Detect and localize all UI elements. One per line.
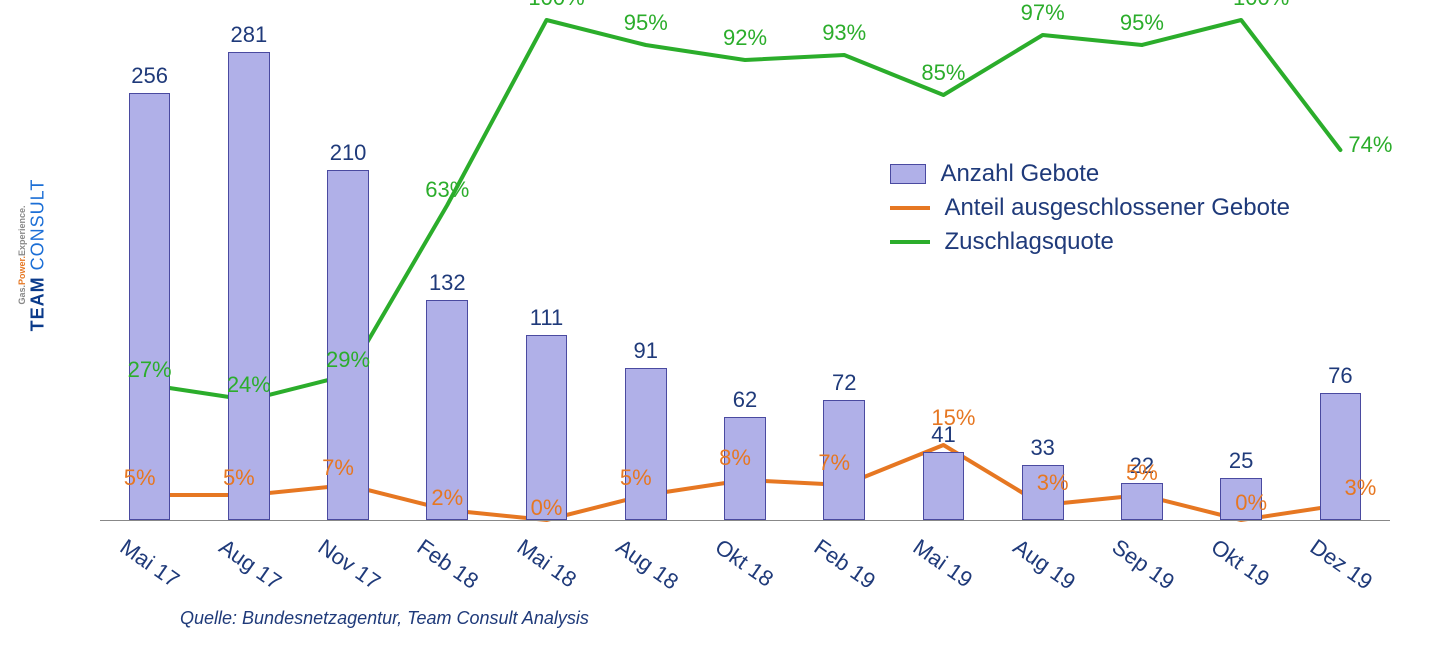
logo: TEAM CONSULT Gas.Power.Experience. — [8, 140, 68, 370]
bar-value-label: 111 — [530, 305, 563, 331]
bar-value-label: 281 — [230, 22, 267, 48]
orange-pct-label: 0% — [1235, 490, 1267, 516]
green-pct-label: 85% — [921, 60, 965, 86]
bar — [228, 52, 270, 520]
bar — [1121, 483, 1163, 520]
legend-swatch-green — [890, 240, 930, 244]
legend-label: Zuschlagsquote — [944, 228, 1113, 256]
orange-pct-label: 5% — [620, 465, 652, 491]
x-axis-label: Okt 19 — [1206, 534, 1274, 592]
x-axis-label: Aug 19 — [1008, 534, 1080, 595]
green-pct-label: 63% — [425, 177, 469, 203]
x-axis-label: Okt 18 — [710, 534, 778, 592]
legend-item-bars: Anzahl Gebote — [890, 160, 1290, 188]
bar-value-label: 210 — [330, 140, 367, 166]
bar-value-label: 76 — [1328, 363, 1352, 389]
logo-sub: Gas.Power.Experience. — [17, 205, 27, 304]
legend-label: Anteil ausgeschlossener Gebote — [944, 194, 1290, 222]
source-text: Quelle: Bundesnetzagentur, Team Consult … — [180, 608, 589, 629]
green-pct-label: 92% — [723, 25, 767, 51]
bar — [526, 335, 568, 520]
orange-pct-label: 7% — [818, 450, 850, 476]
green-pct-label: 74% — [1348, 132, 1392, 158]
legend-item-green: Zuschlagsquote — [890, 228, 1290, 256]
green-pct-label: 97% — [1021, 0, 1065, 26]
x-axis-label: Mai 18 — [512, 534, 581, 593]
logo-exp: Experience. — [17, 205, 27, 256]
x-axis-label: Nov 17 — [313, 534, 385, 595]
legend-swatch-bar — [890, 164, 926, 184]
bar — [625, 368, 667, 520]
chart-container: 256 Mai 17 281 Aug 17 210 Nov 17 132 Feb 18 111 M… — [80, 0, 1410, 647]
orange-pct-label: 3% — [1037, 470, 1069, 496]
legend-swatch-orange — [890, 206, 930, 210]
green-pct-label: 100% — [528, 0, 584, 11]
orange-pct-label: 2% — [431, 485, 463, 511]
legend-item-orange: Anteil ausgeschlossener Gebote — [890, 194, 1290, 222]
orange-pct-label: 5% — [1126, 460, 1158, 486]
bar-value-label: 91 — [634, 338, 658, 364]
logo-team: TEAM — [28, 270, 48, 331]
legend: Anzahl Gebote Anteil ausgeschlossener Ge… — [890, 160, 1290, 262]
orange-pct-label: 0% — [531, 495, 563, 521]
green-pct-label: 29% — [326, 347, 370, 373]
green-pct-label: 27% — [128, 357, 172, 383]
bar-value-label: 25 — [1229, 448, 1253, 474]
bar-value-label: 132 — [429, 270, 466, 296]
bar — [129, 93, 171, 520]
logo-consult: CONSULT — [28, 179, 48, 271]
plot-area: 256Mai 17281Aug 17210Nov 17132Feb 18111M… — [100, 20, 1390, 520]
x-axis-label: Aug 18 — [611, 534, 683, 595]
logo-power: Power. — [17, 256, 27, 285]
bar-value-label: 72 — [832, 370, 856, 396]
x-axis — [100, 520, 1390, 521]
x-axis-label: Feb 18 — [412, 534, 483, 595]
orange-pct-label: 8% — [719, 445, 751, 471]
orange-pct-label: 3% — [1344, 475, 1376, 501]
green-pct-label: 100% — [1233, 0, 1289, 11]
green-pct-label: 93% — [822, 20, 866, 46]
orange-pct-label: 5% — [124, 465, 156, 491]
bar-value-label: 33 — [1030, 435, 1054, 461]
bar — [923, 452, 965, 520]
x-axis-label: Aug 17 — [214, 534, 286, 595]
x-axis-label: Dez 19 — [1305, 534, 1377, 595]
logo-gas: Gas. — [17, 285, 27, 305]
orange-pct-label: 7% — [322, 455, 354, 481]
bar-value-label: 256 — [131, 63, 168, 89]
green-pct-label: 24% — [227, 372, 271, 398]
x-axis-label: Feb 19 — [809, 534, 880, 595]
legend-label: Anzahl Gebote — [940, 160, 1099, 188]
logo-main: TEAM CONSULT — [28, 179, 49, 332]
x-axis-label: Mai 17 — [115, 534, 184, 593]
orange-pct-label: 15% — [931, 405, 975, 431]
green-pct-label: 95% — [1120, 10, 1164, 36]
x-axis-label: Mai 19 — [909, 534, 978, 593]
orange-pct-label: 5% — [223, 465, 255, 491]
x-axis-label: Sep 19 — [1107, 534, 1179, 595]
green-pct-label: 95% — [624, 10, 668, 36]
bar-value-label: 62 — [733, 387, 757, 413]
